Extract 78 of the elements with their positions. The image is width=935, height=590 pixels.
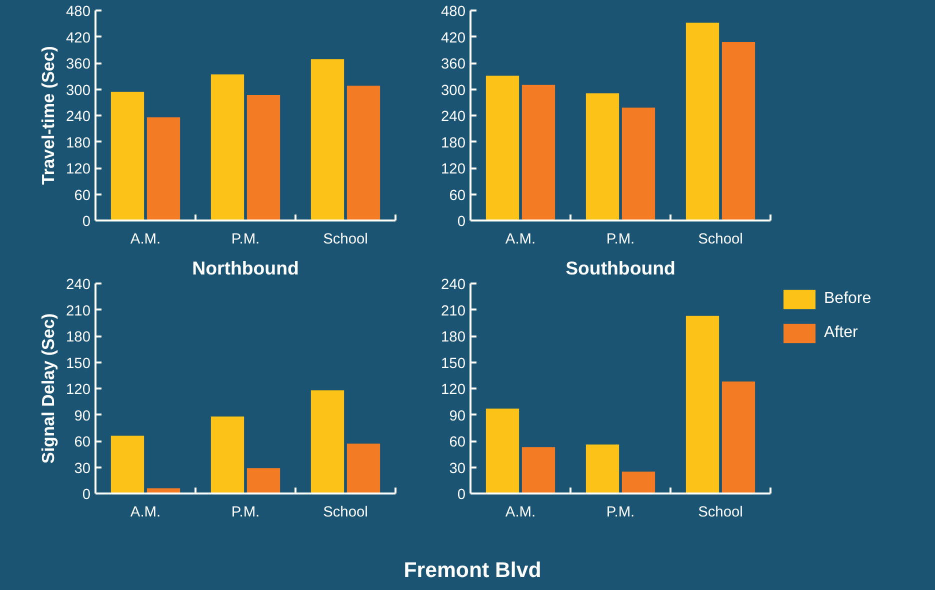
bar <box>110 436 144 494</box>
bar <box>346 86 380 220</box>
y-tick-label: 120 <box>66 382 91 398</box>
bar <box>210 74 244 220</box>
bar <box>586 93 620 220</box>
y-tick-label: 210 <box>441 303 466 320</box>
y-tick-label: 180 <box>441 330 466 346</box>
bar <box>686 316 720 494</box>
bar <box>146 117 180 220</box>
y-tick-label: 180 <box>66 135 91 152</box>
y-tick-label: 210 <box>66 303 91 320</box>
bar <box>246 468 280 494</box>
y-tick-label: 480 <box>66 4 91 20</box>
y-tick-label: 420 <box>441 30 466 46</box>
x-tick-label: A.M. <box>505 232 536 248</box>
chart-title: Northbound <box>192 258 299 278</box>
legend-label: After <box>824 324 858 342</box>
bar <box>722 42 756 220</box>
x-tick-label: A.M. <box>130 232 161 248</box>
y-tick-label: 240 <box>66 277 91 293</box>
y-tick-label: 60 <box>449 434 466 450</box>
x-tick-label: School <box>698 504 743 520</box>
x-tick-label: P.M. <box>231 232 260 248</box>
y-tick-label: 120 <box>66 162 91 178</box>
bar <box>622 472 656 494</box>
y-tick-label: 240 <box>441 109 466 125</box>
bar <box>310 59 344 220</box>
legend-label: Before <box>824 290 872 308</box>
x-tick-label: P.M. <box>231 504 260 520</box>
x-tick-label: School <box>323 504 368 520</box>
chart-title: Southbound <box>566 258 676 278</box>
y-tick-label: 150 <box>66 356 91 372</box>
bar <box>686 22 720 220</box>
bar <box>586 444 620 494</box>
bar <box>246 94 280 220</box>
x-tick-label: School <box>698 232 743 248</box>
y-tick-label: 60 <box>449 188 466 204</box>
y-tick-label: 300 <box>441 82 466 99</box>
y-tick-label: 0 <box>457 487 466 503</box>
y-tick-label: 60 <box>74 188 91 204</box>
bar <box>310 390 344 494</box>
y-tick-label: 180 <box>66 330 91 346</box>
y-tick-label: 120 <box>441 382 466 398</box>
bar <box>346 444 380 494</box>
bar <box>110 92 144 220</box>
y-tick-label: 480 <box>441 4 466 20</box>
y-tick-label: 120 <box>441 162 466 178</box>
y-tick-label: 60 <box>74 434 91 450</box>
y-tick-label: 30 <box>449 460 466 477</box>
bar <box>522 84 556 220</box>
y-tick-label: 360 <box>66 56 91 72</box>
bar <box>722 382 756 494</box>
y-tick-label: 300 <box>66 82 91 99</box>
y-tick-label: 150 <box>441 356 466 372</box>
y-tick-label: 240 <box>441 277 466 293</box>
bar <box>522 447 556 494</box>
bar <box>486 76 520 220</box>
y-tick-label: 90 <box>449 408 466 424</box>
x-tick-label: P.M. <box>606 504 635 520</box>
y-tick-label: 30 <box>74 460 91 477</box>
y-tick-label: 0 <box>82 214 91 230</box>
text: Fremont Blvd <box>404 557 542 584</box>
y-axis-title: Signal Delay (Sec) <box>38 313 58 464</box>
y-tick-label: 90 <box>74 408 91 424</box>
bar <box>210 416 244 494</box>
bar <box>486 408 520 494</box>
x-tick-label: A.M. <box>505 504 536 520</box>
y-tick-label: 360 <box>441 56 466 72</box>
x-tick-label: P.M. <box>606 232 635 248</box>
bar <box>622 108 656 220</box>
y-tick-label: 180 <box>441 135 466 152</box>
y-tick-label: 0 <box>457 214 466 230</box>
y-tick-label: 240 <box>66 109 91 125</box>
y-axis-title: Travel-time (Sec) <box>38 46 58 185</box>
y-tick-label: 0 <box>82 487 91 503</box>
x-tick-label: School <box>323 232 368 248</box>
y-tick-label: 420 <box>66 30 91 46</box>
x-tick-label: A.M. <box>130 504 161 520</box>
